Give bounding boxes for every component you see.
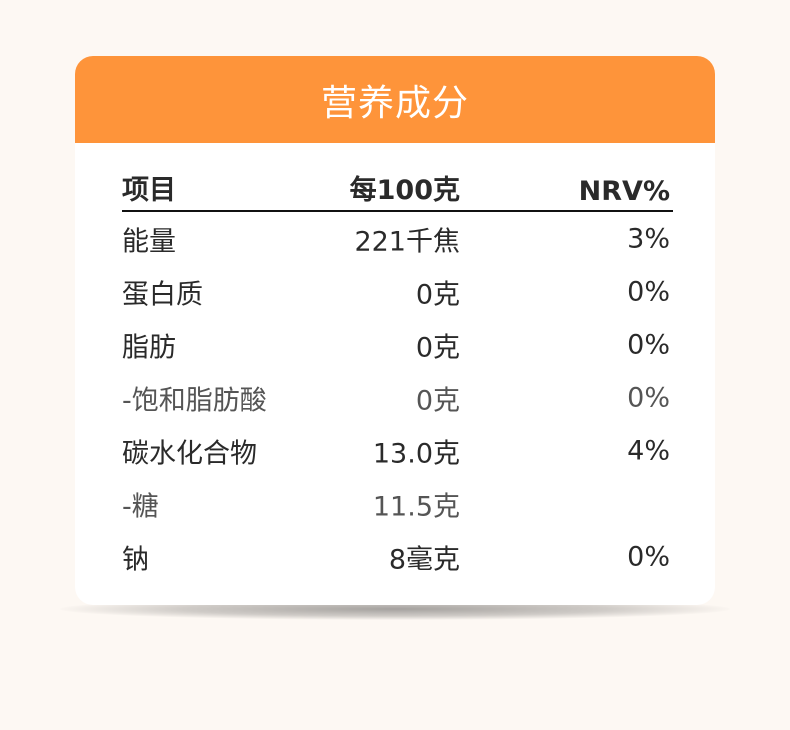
row-nrv: 3% — [627, 223, 670, 254]
nutrition-card: 营养成分 项目 每100克 NRV% 能量 221千焦 3% 蛋白质 0克 0% 脂肪 0克 0… — [75, 56, 715, 605]
row-item: 能量 — [122, 226, 176, 257]
header-item: 项目 — [122, 175, 176, 206]
row-amount: 0克 — [415, 385, 460, 416]
table-row: 钠 8毫克 0% — [122, 530, 673, 583]
row-amount: 0克 — [415, 279, 460, 310]
table-row: -饱和脂肪酸 0克 0% — [122, 371, 673, 424]
header-per-100g: 每100克 — [349, 175, 460, 206]
row-item: -糖 — [122, 491, 159, 522]
table-row: -糖 11.5克 — [122, 477, 673, 530]
row-amount: 13.0克 — [372, 438, 460, 469]
table-row: 碳水化合物 13.0克 4% — [122, 424, 673, 477]
row-item: 脂肪 — [122, 332, 176, 363]
row-amount: 8毫克 — [388, 544, 460, 575]
row-nrv: 0% — [627, 276, 670, 307]
header-nrv: NRV% — [578, 176, 670, 207]
row-amount: 221千焦 — [354, 226, 460, 257]
table-row: 能量 221千焦 3% — [122, 212, 673, 265]
row-item: 蛋白质 — [122, 279, 203, 310]
table-row: 脂肪 0克 0% — [122, 318, 673, 371]
row-item: -饱和脂肪酸 — [122, 385, 267, 416]
nutrition-table: 项目 每100克 NRV% 能量 221千焦 3% 蛋白质 0克 0% 脂肪 0克 0% -饱和脂… — [122, 164, 673, 583]
row-amount: 11.5克 — [372, 491, 460, 522]
row-item: 碳水化合物 — [122, 438, 257, 469]
table-row: 蛋白质 0克 0% — [122, 265, 673, 318]
row-nrv: 4% — [627, 435, 670, 466]
row-nrv: 0% — [627, 382, 670, 413]
nutrition-title: 营养成分 — [75, 56, 715, 143]
table-header: 项目 每100克 NRV% — [122, 164, 673, 212]
row-amount: 0克 — [415, 332, 460, 363]
row-nrv: 0% — [627, 329, 670, 360]
row-item: 钠 — [122, 544, 149, 575]
row-nrv: 0% — [627, 541, 670, 572]
